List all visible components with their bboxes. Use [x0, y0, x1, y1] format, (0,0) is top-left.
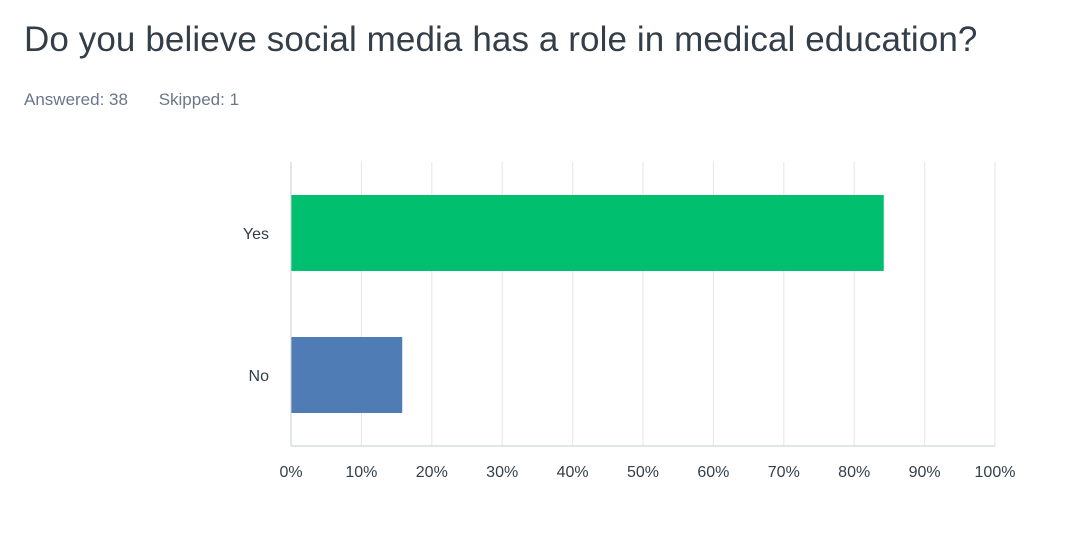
x-tick-label: 90%	[909, 464, 941, 481]
x-tick-label: 50%	[627, 464, 659, 481]
bar-yes	[291, 195, 884, 271]
x-tick-label: 20%	[416, 464, 448, 481]
axes	[290, 162, 995, 447]
bars	[291, 195, 884, 413]
x-tick-label: 70%	[768, 464, 800, 481]
category-label: Yes	[243, 226, 269, 243]
x-tick-label: 80%	[838, 464, 870, 481]
x-tick-label: 60%	[697, 464, 729, 481]
x-tick-label: 40%	[557, 464, 589, 481]
labels: 0% 10% 20% 30% 40% 50% 60% 70% 80% 90% 100% Yes No	[243, 226, 1016, 481]
answered-count: Answered: 38	[24, 90, 128, 109]
category-label: No	[249, 368, 270, 385]
x-tick-label: 0%	[279, 464, 302, 481]
bar-no	[291, 337, 403, 413]
x-tick-label: 30%	[486, 464, 518, 481]
question-title: Do you believe social media has a role i…	[24, 20, 978, 59]
response-stats: Answered: 38 Skipped: 1	[24, 90, 265, 110]
skipped-count: Skipped: 1	[158, 90, 240, 109]
x-tick-label: 10%	[345, 464, 377, 481]
x-tick-label: 100%	[975, 464, 1016, 481]
